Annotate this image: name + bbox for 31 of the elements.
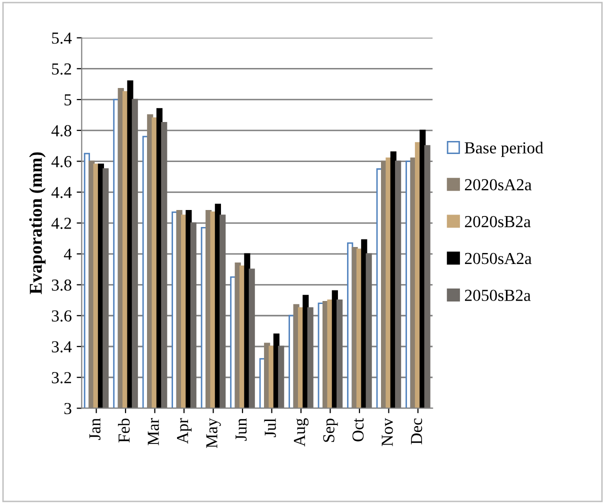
x-tick-label: May (206, 418, 221, 448)
y-tick-label: 3 (64, 402, 72, 414)
x-tick-label: Mar (148, 418, 159, 446)
x-tick-label: Dec (411, 418, 422, 444)
y-tick-label: 4.6 (51, 156, 72, 168)
y-tick-label: 5 (64, 94, 72, 106)
y-tick-label: 3.4 (52, 341, 72, 353)
y-tick-label: 4.8 (51, 125, 72, 136)
y-tick-label: 3.8 (52, 279, 72, 291)
y-tick-label: 5.4 (52, 32, 72, 44)
x-tick-label: Aug (294, 418, 309, 446)
x-tick-label: Oct (352, 418, 364, 442)
x-tick-label: Nov (382, 418, 393, 446)
x-tick-label: Feb (118, 418, 130, 442)
legend-label: 2050sB2a (464, 290, 531, 302)
legend-label: 2050sA2a (464, 252, 532, 264)
x-tick-label: Apr (177, 418, 192, 444)
legend-label: Base period (464, 142, 544, 157)
y-tick-label: 4.2 (51, 218, 72, 230)
legend-label: 2020sB2a (464, 216, 531, 228)
y-tick-label: 5.2 (52, 63, 72, 75)
y-tick-label: 4.4 (51, 186, 72, 198)
legend-label: 2020sA2a (464, 179, 532, 190)
y-tick-label: 3.2 (52, 372, 72, 384)
x-tick-label: Sep (323, 418, 338, 442)
x-tick-label: Jun (236, 418, 247, 441)
y-axis-title: Evaporation (mm) (29, 152, 46, 294)
y-tick-label: 3.6 (52, 310, 72, 322)
x-tick-label: Jul (264, 418, 276, 438)
x-tick-label: Jan (89, 418, 100, 440)
y-tick-label: 4 (64, 248, 72, 260)
